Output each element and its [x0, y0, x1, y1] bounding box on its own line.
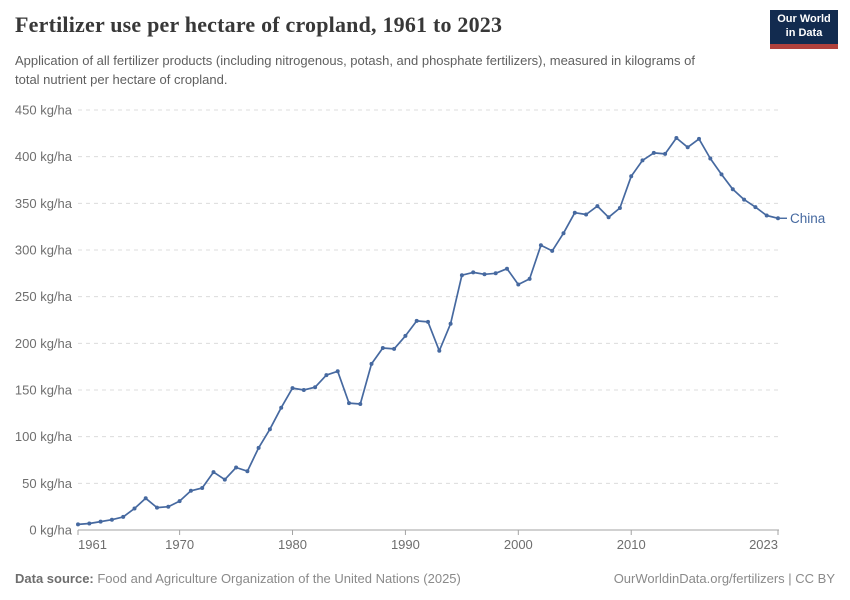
data-point	[155, 505, 159, 510]
data-point	[640, 158, 645, 163]
data-point	[98, 519, 103, 524]
data-point	[369, 361, 374, 366]
x-tick-label: 1970	[165, 537, 194, 552]
owid-logo[interactable]: Our World in Data	[770, 10, 838, 49]
data-point	[177, 499, 182, 504]
data-point	[380, 346, 385, 350]
data-point	[166, 504, 171, 509]
data-point	[538, 243, 543, 248]
data-point	[674, 136, 679, 140]
data-point	[143, 496, 148, 501]
series-end-label[interactable]: China	[790, 211, 826, 226]
chart-footer: Data source: Food and Agriculture Organi…	[15, 571, 835, 586]
y-tick-label: 50 kg/ha	[22, 476, 73, 491]
data-point	[482, 272, 487, 277]
data-source: Data source: Food and Agriculture Organi…	[15, 571, 461, 586]
data-point	[606, 215, 611, 220]
data-point	[403, 333, 408, 338]
data-point	[561, 231, 566, 236]
data-point	[708, 156, 713, 161]
data-point	[313, 385, 318, 390]
y-tick-label: 300 kg/ha	[15, 243, 73, 258]
x-tick-label: 1961	[78, 537, 107, 552]
x-tick-label: 2010	[617, 537, 646, 552]
x-tick-label: 2000	[504, 537, 533, 552]
chart-subtitle: Application of all fertilizer products (…	[15, 53, 695, 87]
chart-title: Fertilizer use per hectare of cropland, …	[15, 12, 503, 37]
series-line	[77, 137, 779, 526]
data-point	[550, 248, 555, 253]
data-point	[527, 276, 532, 281]
data-point	[448, 321, 453, 326]
x-tick-label: 1990	[391, 537, 420, 552]
data-point	[776, 216, 780, 221]
data-point	[188, 488, 193, 493]
y-tick-label: 350 kg/ha	[15, 196, 73, 211]
data-point	[76, 522, 80, 527]
y-gridlines	[78, 109, 782, 531]
data-point	[663, 151, 668, 156]
data-point	[730, 187, 735, 192]
data-point	[505, 266, 509, 271]
data-point	[256, 445, 261, 450]
data-point	[211, 470, 216, 475]
data-point	[742, 197, 747, 202]
data-point	[301, 388, 306, 392]
data-point	[234, 465, 239, 470]
data-point	[200, 486, 205, 490]
data-point	[347, 401, 351, 406]
data-point	[324, 373, 329, 378]
y-tick-label: 0 kg/ha	[29, 523, 72, 538]
data-point	[697, 136, 701, 141]
data-point	[392, 346, 397, 351]
data-point	[516, 282, 521, 287]
data-point	[87, 521, 92, 526]
data-point	[629, 174, 634, 179]
data-point	[471, 270, 476, 275]
data-point	[437, 348, 442, 353]
owid-logo-line2: in Data	[785, 27, 823, 39]
y-tick-label: 400 kg/ha	[15, 149, 73, 164]
data-point	[753, 205, 758, 210]
data-point	[595, 204, 600, 209]
y-tick-label: 250 kg/ha	[15, 289, 73, 304]
data-source-label: Data source:	[15, 571, 94, 586]
y-tick-label: 100 kg/ha	[15, 429, 73, 444]
owid-logo-line1: Our World	[777, 13, 831, 26]
y-axis-labels: 0 kg/ha 50 kg/ha 100 kg/ha 150 kg/ha 200 kg/…	[15, 103, 73, 538]
x-axis-labels: 1961 1970 1980 1990 2000 2010 2023	[78, 537, 778, 552]
chart-header: Fertilizer use per hectare of cropland, …	[15, 12, 835, 38]
data-point	[617, 206, 622, 210]
series-china: China	[76, 136, 826, 527]
data-point	[426, 319, 430, 324]
y-tick-label: 150 kg/ha	[15, 383, 73, 398]
data-point	[335, 369, 340, 374]
data-point	[651, 150, 656, 155]
data-source-text: Food and Agriculture Organization of the…	[93, 571, 461, 586]
data-point	[121, 514, 126, 519]
x-tick-label: 2023	[749, 537, 778, 552]
data-point	[584, 212, 589, 217]
y-tick-label: 200 kg/ha	[15, 336, 73, 351]
data-point	[109, 517, 114, 522]
data-point	[267, 427, 272, 432]
data-point	[764, 213, 769, 218]
data-point	[572, 210, 577, 215]
x-axis-ticks	[77, 530, 779, 535]
data-point	[685, 145, 690, 150]
data-point	[222, 477, 227, 482]
owid-link[interactable]: OurWorldinData.org/fertilizers | CC BY	[613, 571, 835, 586]
data-point	[414, 318, 419, 323]
data-point	[358, 402, 363, 406]
data-point	[459, 273, 464, 278]
data-point	[132, 506, 137, 511]
data-point	[719, 172, 724, 177]
data-point	[493, 271, 498, 276]
data-point	[279, 405, 284, 410]
data-point	[245, 469, 250, 474]
data-point	[290, 386, 295, 391]
x-tick-label: 1980	[278, 537, 307, 552]
y-tick-label: 450 kg/ha	[15, 103, 73, 118]
